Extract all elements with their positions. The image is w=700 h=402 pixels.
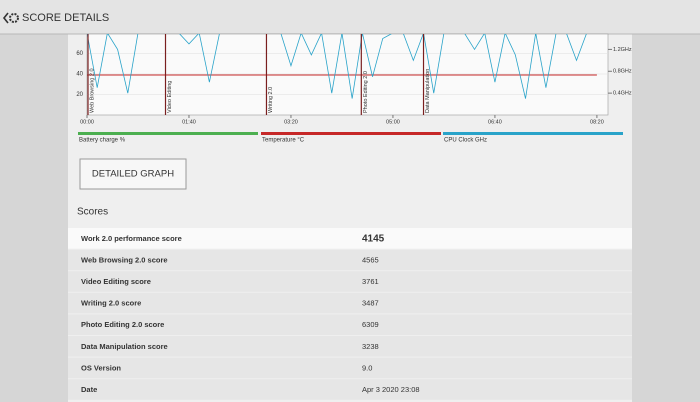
x-tick-label: 01:40 (182, 119, 196, 125)
score-label: Data Manipulation score (81, 342, 168, 351)
plot: Web Browsing 2.0 Video Editing Writing 2.0… (87, 34, 608, 115)
score-value: 4565 (362, 255, 379, 264)
header-bar (0, 0, 700, 34)
y2-tick-label: 0.8GHz (613, 69, 632, 75)
y-tick-label: 20 (76, 92, 83, 98)
header-title: SCORE DETAILS (22, 12, 109, 24)
x-tick-label: 08:20 (590, 119, 604, 125)
plot-area (86, 33, 609, 116)
x-tick-label: 06:40 (488, 119, 502, 125)
gear-icon (9, 13, 19, 23)
x-tick-label: 03:20 (284, 119, 298, 125)
score-label: Web Browsing 2.0 score (81, 255, 168, 264)
score-value: 3238 (362, 342, 379, 351)
x-tick-label: 05:00 (386, 119, 400, 125)
legend-label: CPU Clock GHz (444, 138, 487, 144)
score-row (68, 249, 632, 271)
button-label: DETAILED GRAPH (92, 169, 174, 180)
marker-label: Web Browsing 2.0 (89, 68, 95, 113)
score-row (68, 314, 632, 335)
score-row (68, 336, 632, 357)
marker-label: Writing 2.0 (268, 87, 274, 113)
score-label: Video Editing score (81, 277, 151, 286)
y-tick-label: 60 (76, 51, 83, 57)
score-row (68, 357, 632, 379)
marker-label: Data Manipulation (425, 69, 431, 113)
score-label: OS Version (81, 363, 121, 372)
score-value: 3487 (362, 299, 379, 308)
legend-swatch (443, 132, 623, 135)
x-tick-label: 00:00 (80, 119, 94, 125)
score-row (68, 228, 632, 249)
y2-tick-label: 1.2GHz (613, 47, 632, 53)
button-box (79, 158, 187, 190)
marker-label: Video Editing (167, 81, 173, 113)
back-button[interactable] (2, 12, 19, 24)
detailed-graph-button[interactable]: DETAILED GRAPH (79, 158, 187, 190)
y2-tick-label: 0.4GHz (613, 91, 632, 97)
legend-label: Battery charge % (79, 138, 126, 144)
y-tick-label: 40 (76, 72, 83, 78)
score-label: Photo Editing 2.0 score (81, 320, 164, 329)
score-value: Apr 3 2020 23:08 (362, 385, 420, 394)
scores-title: Scores (77, 207, 108, 218)
score-row (68, 292, 632, 314)
legend-swatch (78, 132, 258, 135)
score-value: 3761 (362, 277, 379, 286)
marker-label: Photo Editing 2.0 (363, 71, 369, 113)
score-label: Writing 2.0 score (81, 299, 141, 308)
back-icon (2, 12, 9, 24)
series-line (87, 34, 587, 99)
score-value: 6309 (362, 320, 379, 329)
legend-label: Temperature °C (262, 138, 305, 144)
score-value: 9.0 (362, 363, 372, 372)
score-row (68, 379, 632, 400)
score-row (68, 271, 632, 292)
score-label: Date (81, 385, 97, 394)
legend-swatch (261, 132, 441, 135)
score-label: Work 2.0 performance score (81, 234, 182, 243)
score-value: 4145 (362, 233, 385, 244)
